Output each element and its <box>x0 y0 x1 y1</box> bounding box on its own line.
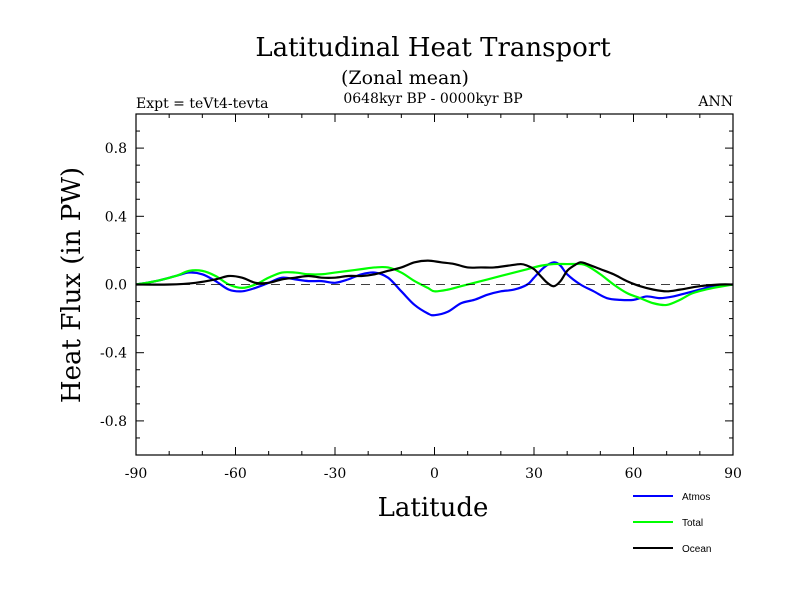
y-axis-title: Heat Flux (in PW) <box>57 167 87 403</box>
y-tick-label: 0.8 <box>105 141 127 157</box>
x-tick-label: -60 <box>224 466 247 482</box>
series-line-atmos <box>136 261 733 317</box>
plot-frame <box>135 113 734 456</box>
y-tick-label: -0.4 <box>100 346 127 362</box>
legend: Atmos Total Ocean <box>633 492 711 555</box>
x-tick-label: 0 <box>430 466 439 482</box>
season-label: ANN <box>697 94 733 110</box>
x-tick-label: 30 <box>525 466 543 482</box>
x-axis-title: Latitude <box>378 493 489 523</box>
series-line-ocean <box>136 259 733 293</box>
x-tick-label: 60 <box>625 466 643 482</box>
legend-label-atmos: Atmos <box>682 492 710 503</box>
x-tick-label: -90 <box>125 466 148 482</box>
y-tick-label: -0.8 <box>100 414 127 430</box>
legend-label-ocean: Ocean <box>682 544 711 555</box>
experiment-label: Expt = teVt4-tevta <box>136 96 268 112</box>
y-tick-label: 0.0 <box>105 278 127 294</box>
x-axis: -90 -60 -30 0 30 60 90 <box>125 114 742 482</box>
x-tick-label: -30 <box>324 466 347 482</box>
chart-title: Latitudinal Heat Transport <box>255 33 611 63</box>
y-tick-label: 0.4 <box>105 209 127 225</box>
series-line-total <box>136 262 733 307</box>
legend-label-total: Total <box>682 518 703 529</box>
series-layer <box>136 259 733 317</box>
x-tick-label: 90 <box>724 466 742 482</box>
y-axis: 0.8 0.4 0.0 -0.4 -0.8 <box>100 113 733 456</box>
period-label: 0648kyr BP - 0000kyr BP <box>343 91 522 107</box>
chart-subtitle: (Zonal mean) <box>341 67 469 89</box>
